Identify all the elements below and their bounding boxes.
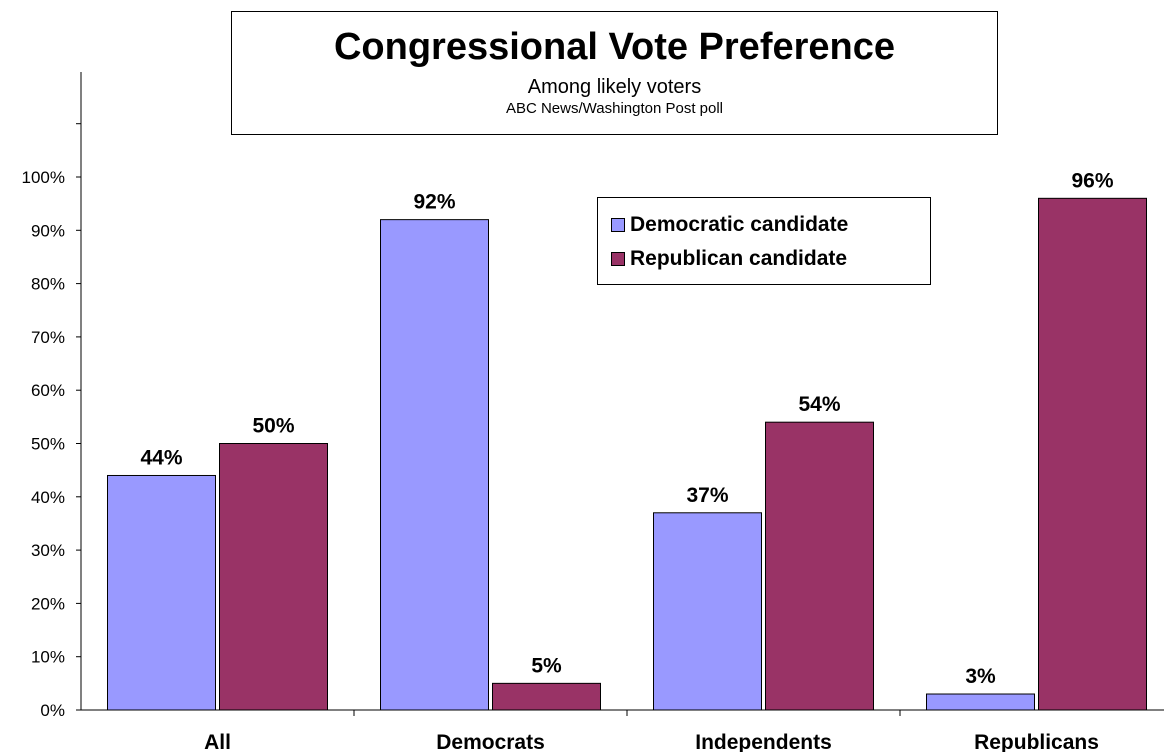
data-label: 50% <box>252 415 294 438</box>
chart-legend: Democratic candidate Republican candidat… <box>597 197 931 285</box>
legend-item-democratic: Democratic candidate <box>611 208 930 242</box>
data-label: 96% <box>1071 169 1113 192</box>
legend-label-republican: Republican candidate <box>630 247 848 270</box>
x-category-label: Democrats <box>436 731 545 752</box>
data-label: 3% <box>965 665 996 688</box>
x-category-label: All <box>204 731 231 752</box>
chart-bars <box>107 197 1147 711</box>
bar-republican-all <box>219 443 328 711</box>
chart-source: ABC News/Washington Post poll <box>505 100 724 117</box>
y-tick-label: 60% <box>31 381 65 400</box>
legend-label-democratic: Democratic candidate <box>630 213 849 236</box>
x-category-label: Independents <box>695 731 832 752</box>
data-label: 92% <box>413 191 455 214</box>
y-tick-label: 90% <box>31 221 65 240</box>
data-label: 54% <box>798 393 840 416</box>
y-tick-label: 30% <box>31 541 65 560</box>
x-category-label: Republicans <box>974 731 1099 752</box>
data-label: 44% <box>140 446 182 469</box>
chart-title-box: Congressional Vote Preference Among like… <box>231 11 998 135</box>
bar-republican-independents <box>765 421 874 711</box>
legend-swatch-republican <box>611 252 625 266</box>
data-label: 5% <box>531 654 562 677</box>
legend-item-republican: Republican candidate <box>611 242 930 276</box>
y-tick-label: 50% <box>31 435 65 454</box>
y-tick-label: 10% <box>31 648 65 667</box>
y-tick-label: 100% <box>22 168 65 187</box>
chart-labels: 0% 10% 20% 30% 40% 50% 60% 70% 80% 90% 100% 44% 50% A… <box>22 168 1114 752</box>
y-tick-label: 70% <box>31 328 65 347</box>
y-tick-label: 0% <box>40 701 65 720</box>
chart-title: Congressional Vote Preference <box>333 26 896 68</box>
chart-subtitle: Among likely voters <box>527 76 702 98</box>
data-label: 37% <box>686 484 728 507</box>
bar-democratic-all <box>107 474 216 711</box>
bar-republican-republicans <box>1038 197 1147 711</box>
bar-democratic-republicans <box>926 693 1035 711</box>
y-tick-label: 80% <box>31 275 65 294</box>
bar-republican-democrats <box>492 682 601 711</box>
bar-democratic-independents <box>653 512 762 711</box>
legend-swatch-democratic <box>611 218 625 232</box>
bar-democratic-democrats <box>380 219 489 711</box>
y-tick-label: 20% <box>31 594 65 613</box>
y-tick-label: 40% <box>31 488 65 507</box>
